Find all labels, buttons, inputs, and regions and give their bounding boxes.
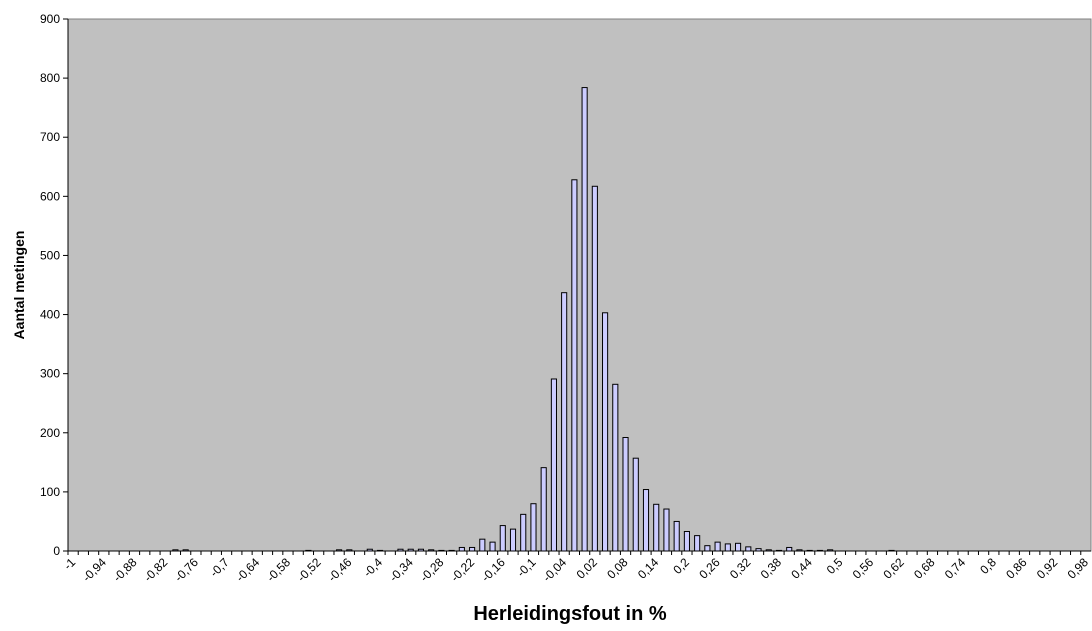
x-tick-label: 0,8 bbox=[977, 555, 999, 577]
bar bbox=[735, 542, 742, 552]
bar bbox=[376, 549, 384, 552]
bar bbox=[612, 383, 619, 552]
x-tick-label: 0,2 bbox=[670, 555, 692, 577]
bar bbox=[346, 549, 353, 552]
bar bbox=[765, 549, 772, 552]
bar bbox=[591, 185, 598, 552]
y-tick-label: 100 bbox=[40, 485, 60, 499]
x-tick-label: -0,28 bbox=[417, 555, 446, 584]
bar bbox=[469, 546, 476, 552]
bar bbox=[458, 546, 465, 552]
x-tick-label: 0,92 bbox=[1034, 555, 1061, 582]
x-tick-label: -0,16 bbox=[479, 555, 508, 584]
bar bbox=[816, 549, 823, 552]
bar bbox=[417, 548, 424, 552]
y-tick-label: 800 bbox=[40, 71, 60, 85]
bar bbox=[724, 543, 731, 552]
bar bbox=[407, 548, 414, 552]
x-tick-label: -1 bbox=[61, 555, 79, 573]
bar bbox=[755, 548, 762, 552]
bar bbox=[550, 378, 557, 552]
y-tick-label: 900 bbox=[40, 12, 60, 26]
bar bbox=[530, 503, 537, 552]
bar bbox=[745, 546, 752, 552]
bar bbox=[642, 489, 650, 552]
x-tick-label: 0,44 bbox=[788, 555, 815, 582]
bar bbox=[428, 549, 435, 552]
bar bbox=[182, 549, 189, 552]
x-tick-label: 0,08 bbox=[604, 555, 631, 582]
y-tick-label: 700 bbox=[40, 130, 60, 144]
x-tick-label: -0,04 bbox=[540, 555, 569, 584]
x-tick-label: 0,5 bbox=[824, 555, 846, 577]
bar bbox=[663, 508, 670, 552]
x-tick-label: -0,22 bbox=[448, 555, 477, 584]
bar bbox=[683, 530, 690, 552]
bar bbox=[673, 520, 680, 552]
plot-area bbox=[67, 18, 1092, 552]
x-tick-label: -0,94 bbox=[80, 555, 109, 584]
x-tick-label: -0,46 bbox=[325, 555, 354, 584]
x-tick-label: 0,38 bbox=[758, 555, 785, 582]
x-tick-label: 0,32 bbox=[727, 555, 754, 582]
bar bbox=[336, 549, 343, 552]
bar bbox=[561, 292, 568, 552]
y-tick-label: 200 bbox=[40, 426, 60, 440]
bar bbox=[438, 549, 445, 552]
x-tick-label: 0,02 bbox=[574, 555, 601, 582]
x-axis-title: Herleidingsfout in % bbox=[473, 603, 667, 625]
bar bbox=[704, 545, 711, 552]
bar bbox=[888, 549, 895, 552]
x-tick-label: 0,86 bbox=[1003, 555, 1030, 582]
bar bbox=[397, 548, 404, 552]
bar bbox=[806, 549, 813, 552]
bar bbox=[489, 541, 496, 552]
x-tick-label: -0,88 bbox=[110, 555, 139, 584]
bar bbox=[632, 457, 639, 552]
bar bbox=[448, 549, 455, 552]
bar bbox=[172, 549, 179, 552]
bar bbox=[714, 541, 721, 552]
y-axis-title: Aantal metingen bbox=[11, 231, 27, 340]
x-tick-label: -0,58 bbox=[264, 555, 293, 584]
y-tick-label: 400 bbox=[40, 308, 60, 322]
bar bbox=[499, 525, 506, 552]
bar bbox=[540, 467, 547, 552]
y-tick-label: 600 bbox=[40, 189, 60, 203]
bar bbox=[366, 548, 373, 552]
x-tick-label: 0,62 bbox=[880, 555, 907, 582]
bar bbox=[786, 546, 793, 552]
bar bbox=[827, 549, 834, 552]
x-tick-label: 0,68 bbox=[911, 555, 938, 582]
bar bbox=[775, 549, 783, 552]
x-tick-label: 0,56 bbox=[850, 555, 877, 582]
bar bbox=[520, 513, 527, 552]
x-tick-label: -0,7 bbox=[207, 555, 232, 580]
bar bbox=[571, 179, 578, 552]
bar bbox=[509, 528, 517, 552]
x-tick-label: -0,82 bbox=[141, 555, 170, 584]
x-tick-label: 0,98 bbox=[1065, 555, 1092, 582]
x-tick-label: 0,74 bbox=[942, 555, 969, 582]
bar bbox=[479, 538, 486, 552]
x-tick-label: -0,76 bbox=[172, 555, 201, 584]
x-tick-label: 0,26 bbox=[696, 555, 723, 582]
x-tick-label: -0,4 bbox=[361, 555, 386, 580]
x-tick-label: -0,64 bbox=[233, 555, 262, 584]
x-tick-label: 0,14 bbox=[635, 555, 662, 582]
bar bbox=[653, 503, 660, 552]
y-tick-label: 300 bbox=[40, 367, 60, 381]
x-tick-label: -0,34 bbox=[387, 555, 416, 584]
bar bbox=[796, 549, 803, 552]
bar bbox=[622, 437, 629, 552]
bar bbox=[602, 312, 609, 552]
y-tick-label: 0 bbox=[53, 544, 60, 558]
x-tick-label: -0,52 bbox=[295, 555, 324, 584]
bar bbox=[305, 549, 312, 552]
y-tick-label: 500 bbox=[40, 248, 60, 262]
bar bbox=[694, 535, 701, 552]
x-tick-label: -0,1 bbox=[514, 555, 539, 580]
bar bbox=[581, 87, 588, 552]
